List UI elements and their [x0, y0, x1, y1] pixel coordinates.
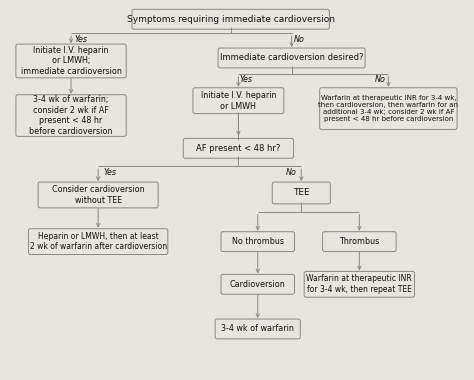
Text: Warfarin at therapeutic INR for 3-4 wk,
then cardioversion, then warfarin for an: Warfarin at therapeutic INR for 3-4 wk, …: [319, 95, 458, 122]
Text: Immediate cardioversion desired?: Immediate cardioversion desired?: [220, 54, 364, 62]
Text: 3-4 wk of warfarin: 3-4 wk of warfarin: [221, 325, 294, 334]
FancyBboxPatch shape: [16, 95, 126, 136]
Text: Consider cardioversion
without TEE: Consider cardioversion without TEE: [52, 185, 145, 205]
FancyBboxPatch shape: [323, 232, 396, 252]
FancyBboxPatch shape: [193, 88, 284, 114]
FancyBboxPatch shape: [272, 182, 330, 204]
FancyBboxPatch shape: [221, 232, 294, 252]
FancyBboxPatch shape: [215, 319, 301, 339]
Text: Yes: Yes: [74, 35, 87, 44]
Text: Warfarin at therapeutic INR
for 3-4 wk, then repeat TEE: Warfarin at therapeutic INR for 3-4 wk, …: [307, 274, 412, 294]
Text: Symptoms requiring immediate cardioversion: Symptoms requiring immediate cardioversi…: [127, 15, 335, 24]
FancyBboxPatch shape: [183, 138, 293, 158]
Text: Thrombus: Thrombus: [339, 237, 380, 246]
Text: Initiate I.V. heparin
or LMWH: Initiate I.V. heparin or LMWH: [201, 91, 276, 111]
Text: Initiate I.V. heparin
or LMWH;
immediate cardioversion: Initiate I.V. heparin or LMWH; immediate…: [20, 46, 121, 76]
Text: Yes: Yes: [240, 75, 253, 84]
FancyBboxPatch shape: [38, 182, 158, 208]
Text: AF present < 48 hr?: AF present < 48 hr?: [196, 144, 281, 153]
FancyBboxPatch shape: [304, 271, 414, 297]
FancyBboxPatch shape: [218, 48, 365, 68]
FancyBboxPatch shape: [319, 88, 457, 130]
Text: No thrombus: No thrombus: [232, 237, 284, 246]
Text: Cardioversion: Cardioversion: [230, 280, 286, 289]
FancyBboxPatch shape: [16, 44, 126, 78]
FancyBboxPatch shape: [132, 10, 329, 29]
FancyBboxPatch shape: [28, 229, 168, 255]
Text: 3-4 wk of warfarin;
consider 2 wk if AF
present < 48 hr
before cardioversion: 3-4 wk of warfarin; consider 2 wk if AF …: [29, 95, 113, 136]
Text: TEE: TEE: [293, 188, 310, 198]
Text: No: No: [375, 75, 386, 84]
Text: Yes: Yes: [103, 168, 116, 177]
Text: Heparin or LMWH, then at least
2 wk of warfarin after cardioversion: Heparin or LMWH, then at least 2 wk of w…: [29, 232, 167, 252]
Text: No: No: [294, 35, 305, 44]
Text: No: No: [286, 168, 297, 177]
FancyBboxPatch shape: [221, 274, 294, 294]
